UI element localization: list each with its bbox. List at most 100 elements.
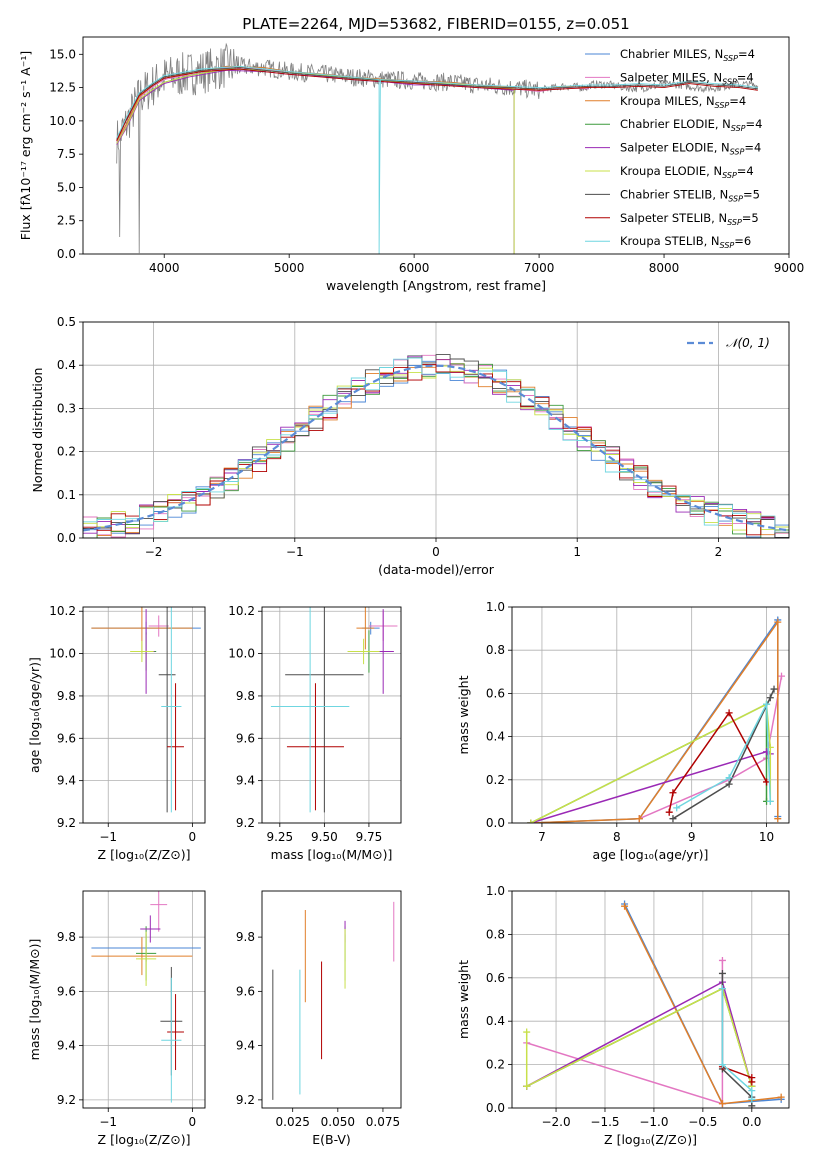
y-tick-label: 0.0 bbox=[57, 531, 76, 545]
mass-weight-line bbox=[672, 688, 775, 820]
x-tick-label: 9000 bbox=[774, 261, 805, 275]
data-point-marker bbox=[748, 1095, 756, 1103]
x-tick-label: 0.0 bbox=[742, 1115, 761, 1129]
x-tick-label: 2 bbox=[715, 545, 723, 559]
data-point-marker bbox=[766, 694, 774, 702]
y-tick-label: 9.2 bbox=[236, 816, 255, 830]
data-point-marker bbox=[766, 797, 774, 805]
plot-frame bbox=[82, 321, 790, 539]
plot-frame bbox=[261, 890, 402, 1109]
panel-mass_weight_vs_Z: −2.0 −1.5 −1.0 −0.5 0.0 0.0 0.2 0.4 0.6 0.8 1.0 Z [… bbox=[456, 884, 790, 1147]
x-tick-label: 8 bbox=[613, 830, 621, 844]
legend-subscript: SSP bbox=[715, 101, 730, 110]
plot-frame bbox=[82, 36, 790, 255]
panel-spectrum: 4000 5000 6000 7000 8000 9000 0.0 2.5 5.0 7.5 10.0… bbox=[18, 36, 805, 293]
y-tick-label: 0.0 bbox=[486, 816, 505, 830]
y-tick-label: 0.0 bbox=[57, 247, 76, 261]
x-axis-label: mass [log₁₀(M/M⊙)] bbox=[271, 847, 393, 862]
legend-text: =4 bbox=[737, 164, 754, 178]
panel-mass_vs_ebv: 0.025 0.050 0.075 9.2 9.4 9.6 9.8 E(B-V) bbox=[236, 890, 402, 1147]
x-tick-label: −2 bbox=[145, 545, 163, 559]
mass-weight-line bbox=[525, 987, 753, 1088]
legend-text: Chabrier ELODIE, N bbox=[620, 117, 731, 131]
data-point-marker bbox=[718, 1061, 726, 1069]
legend-label: Kroupa ELODIE, NSSP=4 bbox=[620, 164, 754, 180]
x-axis-label: wavelength [Angstrom, rest frame] bbox=[326, 278, 546, 293]
legend-subscript: SSP bbox=[723, 54, 738, 63]
data-point-marker bbox=[718, 1100, 726, 1108]
legend-subscript: SSP bbox=[730, 148, 745, 157]
model-spectrum-line bbox=[116, 68, 515, 254]
legend-text: =6 bbox=[734, 234, 751, 248]
y-tick-label: 9.4 bbox=[236, 1039, 255, 1053]
mass-weight-line bbox=[721, 988, 753, 1100]
panel-mass_weight_vs_age: 7 8 9 10 0.0 0.2 0.4 0.6 0.8 1.0 age [log₁₀(age/yr… bbox=[456, 600, 790, 862]
y-tick-label: 9.6 bbox=[236, 731, 255, 745]
x-tick-label: 9 bbox=[688, 830, 696, 844]
x-tick-label: 4000 bbox=[149, 261, 180, 275]
plot-area bbox=[272, 901, 395, 1100]
data-point-marker bbox=[673, 804, 681, 812]
data-point-marker bbox=[635, 815, 643, 823]
data-point-marker bbox=[748, 1087, 756, 1095]
data-point-marker bbox=[748, 1102, 756, 1108]
y-tick-label: 9.8 bbox=[57, 689, 76, 703]
data-point-marker bbox=[725, 780, 733, 788]
model-spectrum-line bbox=[116, 68, 758, 141]
data-point-marker bbox=[527, 819, 535, 823]
y-tick-label: 2.5 bbox=[57, 214, 76, 228]
residual-histogram bbox=[83, 357, 789, 533]
x-axis-label: Z [log₁₀(Z/Z⊙)] bbox=[98, 847, 191, 862]
y-tick-label: 9.4 bbox=[57, 774, 76, 788]
y-tick-label: 9.2 bbox=[57, 816, 76, 830]
y-axis-label: age [log₁₀(age/yr)] bbox=[27, 657, 42, 773]
plot-area bbox=[270, 607, 398, 813]
y-tick-label: 9.2 bbox=[57, 1093, 76, 1107]
legend-label: Salpeter STELIB, NSSP=5 bbox=[620, 211, 759, 227]
x-tick-label: −1 bbox=[99, 1115, 117, 1129]
y-tick-label: 10.0 bbox=[228, 647, 255, 661]
y-tick-label: 1.0 bbox=[486, 884, 505, 898]
legend-label: Chabrier STELIB, NSSP=5 bbox=[620, 187, 760, 203]
data-point-marker bbox=[665, 808, 673, 816]
x-axis-label: age [log₁₀(age/yr)] bbox=[593, 847, 709, 862]
legend-label: Kroupa STELIB, NSSP=6 bbox=[620, 234, 751, 250]
legend-label: Salpeter ELODIE, NSSP=4 bbox=[620, 141, 761, 157]
y-tick-label: 0.2 bbox=[486, 773, 505, 787]
plot-area bbox=[527, 616, 786, 823]
mass-weight-line bbox=[530, 703, 772, 823]
legend-subscript: SSP bbox=[722, 77, 737, 86]
plot-area bbox=[83, 354, 789, 538]
y-tick-label: 7.5 bbox=[57, 147, 76, 161]
plot-frame bbox=[82, 890, 206, 1109]
legend-label: 𝒩(0, 1) bbox=[726, 336, 770, 350]
legend-subscript: SSP bbox=[720, 241, 735, 250]
legend-text: Chabrier STELIB, N bbox=[620, 187, 728, 201]
x-tick-label: 7000 bbox=[524, 261, 555, 275]
x-tick-label: 8000 bbox=[649, 261, 680, 275]
legend-text: Kroupa MILES, N bbox=[620, 94, 715, 108]
data-point-marker bbox=[778, 672, 786, 680]
legend-text: Kroupa ELODIE, N bbox=[620, 164, 722, 178]
y-tick-label: 9.8 bbox=[57, 930, 76, 944]
legend-text: =4 bbox=[737, 70, 754, 84]
y-tick-label: 15.0 bbox=[49, 47, 76, 61]
x-tick-label: 0 bbox=[189, 1115, 197, 1129]
y-tick-label: 5.0 bbox=[57, 180, 76, 194]
plot-frame bbox=[511, 890, 790, 1109]
x-tick-label: −1 bbox=[286, 545, 304, 559]
y-tick-label: 9.4 bbox=[236, 774, 255, 788]
x-axis-label: E(B-V) bbox=[312, 1132, 351, 1147]
legend-subscript: SSP bbox=[728, 194, 743, 203]
y-tick-label: 0.8 bbox=[486, 927, 505, 941]
mass-weight-line bbox=[668, 711, 768, 813]
plot-frame bbox=[261, 606, 402, 824]
data-point-marker bbox=[718, 969, 726, 977]
x-tick-label: −1 bbox=[99, 830, 117, 844]
data-point-marker bbox=[523, 1082, 531, 1090]
data-point-marker bbox=[718, 985, 726, 993]
data-point-marker bbox=[523, 1028, 531, 1036]
plot-area bbox=[91, 607, 201, 813]
y-axis-label: mass [log₁₀(M/M⊙)] bbox=[27, 939, 42, 1061]
